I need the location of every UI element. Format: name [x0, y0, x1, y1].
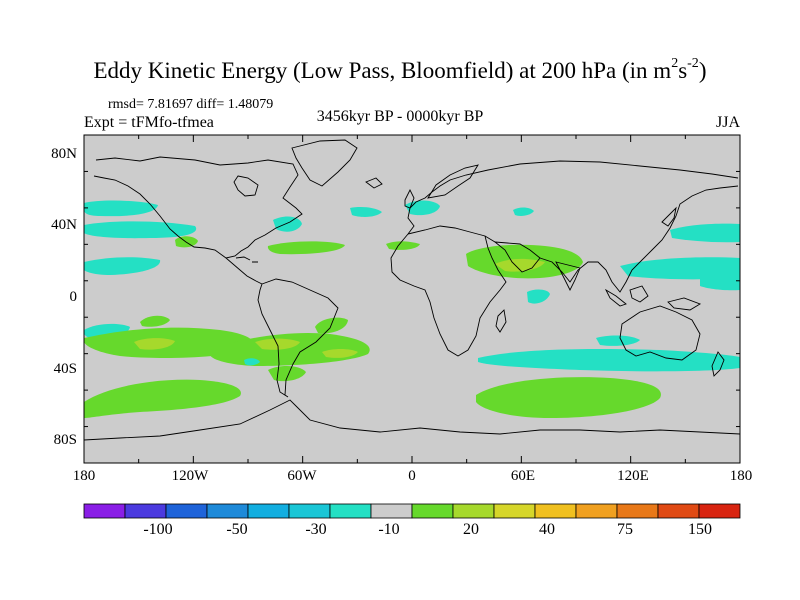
y-tick-label-0: 0: [69, 289, 78, 305]
europe-teal-3: [513, 207, 534, 216]
southern-ocean-40s-teal: [478, 348, 740, 372]
pacific-25n-teal: [84, 257, 161, 275]
coastlines: [83, 139, 741, 441]
x-tick-label-180w: 180: [72, 468, 96, 484]
colorbar-label-2: -30: [305, 521, 327, 538]
caribbean-islands: [235, 256, 258, 263]
japan-coast: [661, 206, 677, 227]
colorbar-label-0: -100: [143, 521, 173, 538]
chart-title: Eddy Kinetic Energy (Low Pass, Bloomfiel…: [93, 56, 707, 83]
colorbar-swatch: [698, 503, 741, 519]
colorbar-swatch: [206, 503, 249, 519]
colorbar-swatch: [329, 503, 372, 519]
arabia-core-yellow: [495, 258, 545, 272]
colorbar-swatch: [493, 503, 536, 519]
anomaly-regions: [84, 200, 740, 418]
asia-south-coast: [539, 185, 739, 293]
rmsd-diff-stats: rmsd= 7.81697 diff= 1.48079: [108, 97, 274, 112]
colorbar-label-7: 150: [688, 521, 712, 538]
colorbar-swatch: [534, 503, 577, 519]
central-america-coast: [225, 257, 263, 285]
borneo-coast: [629, 285, 649, 303]
sumatra-coast: [604, 288, 627, 307]
south-pacific-core-yellow: [134, 338, 175, 350]
colorbar-label-4: 20: [463, 521, 479, 538]
southern-ocean-40s-teal-w: [596, 335, 640, 346]
south-pacific-green-2: [140, 315, 170, 327]
atlantic-green: [267, 241, 345, 255]
x-tick-label-60e: 60E: [510, 468, 536, 484]
new-zealand-coast: [711, 351, 725, 377]
madagascar-coast: [495, 309, 507, 333]
y-tick-label-80s: 80S: [53, 432, 77, 448]
colorbar: [83, 503, 741, 519]
atlantic-green-3: [315, 317, 348, 334]
colorbar-swatch: [247, 503, 290, 519]
x-tick-label-60w: 60W: [287, 468, 317, 484]
map-plot-area: [83, 134, 741, 464]
arabia-coast: [493, 241, 541, 273]
south-atlantic-teal: [244, 358, 260, 366]
axis-ticks: [83, 134, 741, 464]
australia-coast: [619, 305, 701, 361]
colorbar-swatch: [452, 503, 495, 519]
africa-coast: [390, 233, 507, 357]
colorbar-swatch: [83, 503, 126, 519]
south-america-green: [210, 332, 370, 366]
x-tick-label-180e: 180: [729, 468, 753, 484]
pacific-40n-teal: [84, 221, 197, 239]
south-america-coast: [257, 278, 339, 398]
map-background: [84, 135, 740, 463]
new-guinea-coast: [667, 297, 702, 311]
colorbar-swatch: [370, 503, 413, 519]
south-america-core-yellow-2: [322, 349, 358, 358]
colorbar-swatch: [657, 503, 700, 519]
y-tick-label-40n: 40N: [51, 217, 77, 233]
colorbar-swatch: [411, 503, 454, 519]
antarctica-coast: [83, 399, 741, 441]
y-tick-label-40s: 40S: [53, 361, 77, 377]
experiment-label: Expt = tFMfo-tfmea: [84, 114, 214, 131]
colorbar-swatch: [165, 503, 208, 519]
indian-ocean-teal: [527, 289, 550, 304]
colorbar-swatch: [575, 503, 618, 519]
hudson-bay-coast: [233, 175, 259, 197]
colorbar-swatch: [124, 503, 167, 519]
colorbar-swatch: [288, 503, 331, 519]
colorbar-label-1: -50: [226, 521, 248, 538]
period-label: 3456kyr BP - 0000kyr BP: [316, 108, 484, 125]
colorbar-label-6: 75: [617, 521, 633, 538]
greenland-coast: [291, 139, 358, 187]
india-coast: [555, 261, 581, 292]
colorbar-swatch: [616, 503, 659, 519]
x-tick-label-120w: 120W: [171, 468, 209, 484]
north-america-coast: [93, 156, 303, 259]
north-pacific-west-teal: [84, 200, 158, 217]
colorbar-label-3: -10: [378, 521, 400, 538]
uk-coast: [404, 188, 415, 209]
west-pacific-10n-teal: [700, 276, 740, 291]
x-tick-label-120e: 120E: [617, 468, 649, 484]
scandinavia-coast: [427, 164, 479, 199]
y-tick-label-80n: 80N: [51, 146, 77, 162]
x-tick-label-0: 0: [408, 468, 416, 484]
iceland-coast: [365, 177, 383, 189]
west-pacific-40n-teal: [670, 223, 740, 243]
europe-coast: [407, 160, 739, 235]
south-pacific-60s-green: [84, 379, 241, 418]
atlantic-green-2: [386, 241, 420, 250]
newfoundland-teal: [273, 216, 302, 232]
west-pacific-20n-teal: [620, 257, 740, 280]
colorbar-label-5: 40: [539, 521, 555, 538]
season-label: JJA: [715, 114, 740, 131]
europe-teal-2: [350, 207, 382, 217]
southern-ocean-green: [476, 377, 661, 418]
